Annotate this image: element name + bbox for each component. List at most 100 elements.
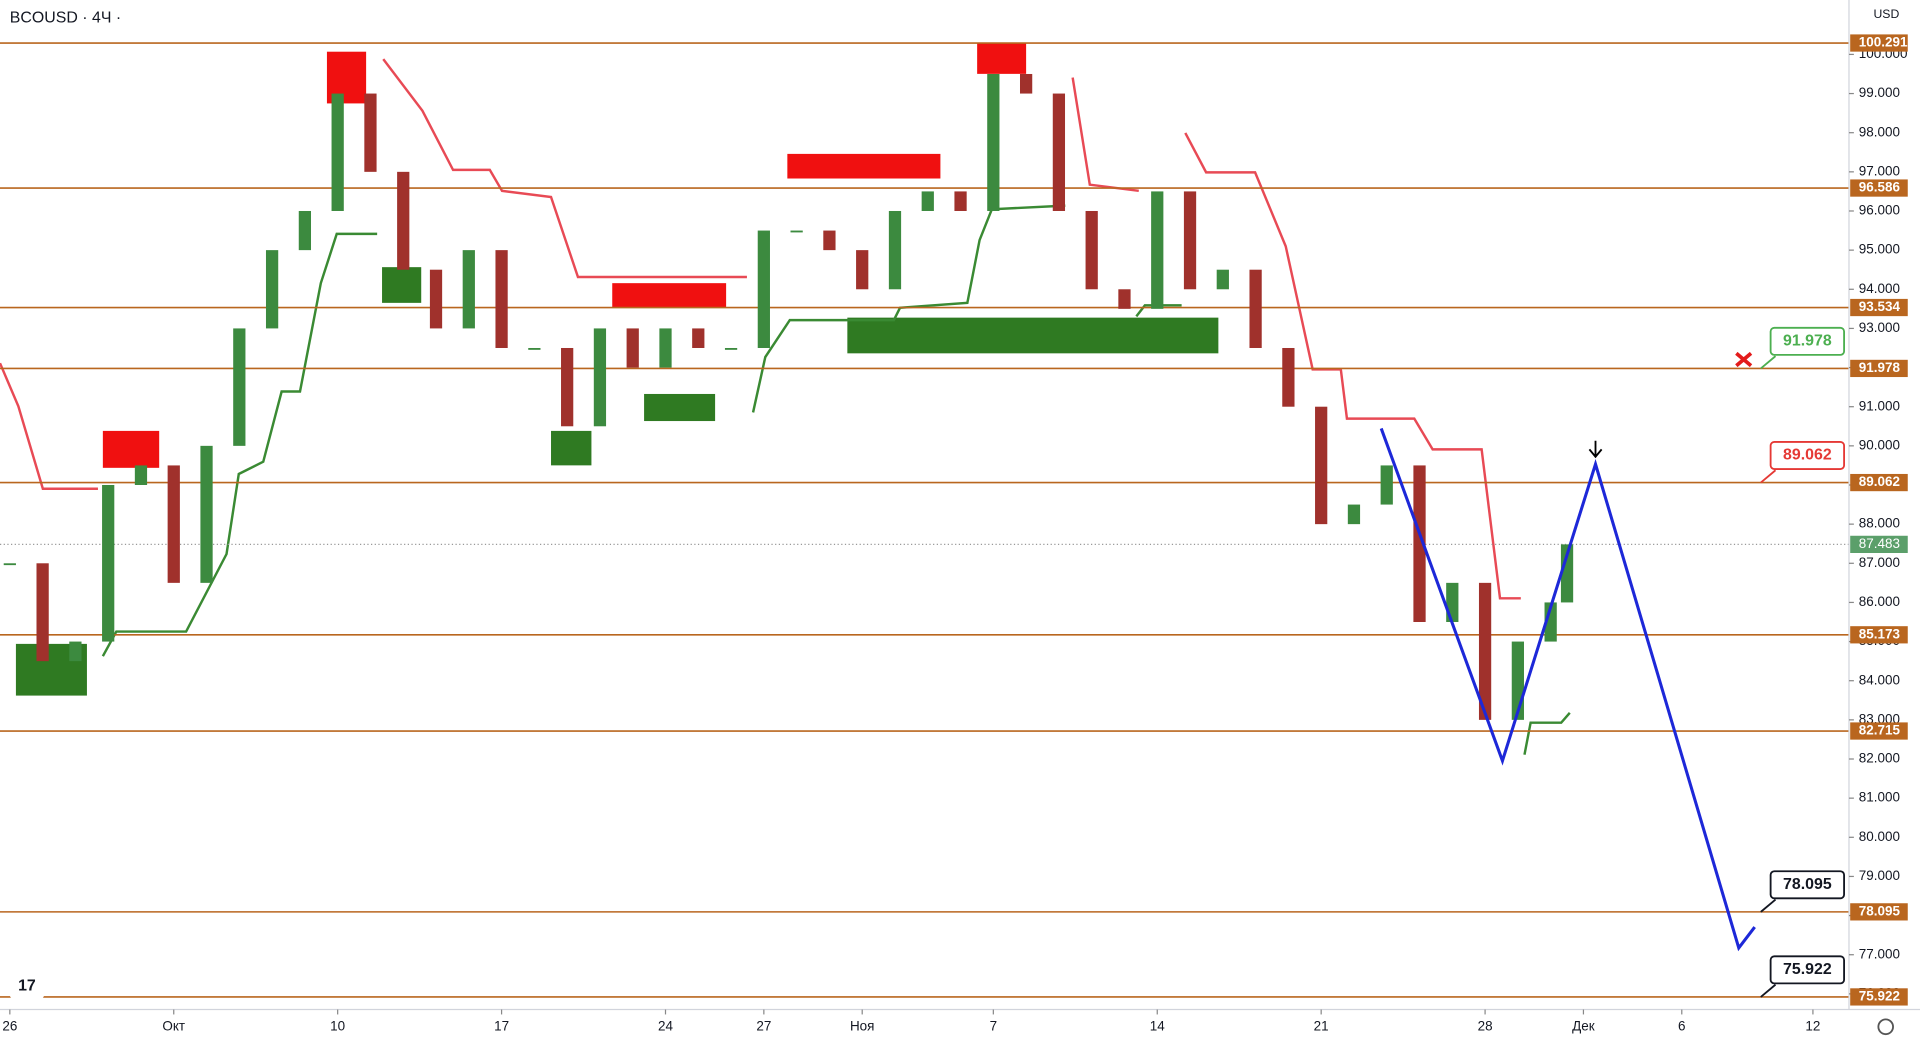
candle <box>495 250 508 348</box>
candle <box>1019 73 1033 94</box>
y-tick-label: 96.000 <box>1859 203 1900 218</box>
level-label-bg <box>1850 722 1908 740</box>
axes: 76.00077.00078.00079.00080.00081.00082.0… <box>2 34 1908 1033</box>
currency: USD <box>1873 7 1899 21</box>
candle <box>462 250 475 329</box>
level-label: 91.978 <box>1859 360 1901 375</box>
level-label-bg <box>1850 626 1908 644</box>
candle <box>1249 269 1262 348</box>
candle <box>429 269 443 329</box>
candle <box>626 328 639 368</box>
candle <box>1183 191 1197 290</box>
callout-box <box>1769 326 1846 356</box>
x-tick-label: 7 <box>990 1018 997 1033</box>
zones <box>15 43 1219 696</box>
callout-box <box>1769 441 1846 470</box>
x-tick-label: Окт <box>162 1018 185 1033</box>
callout-pointer <box>1760 898 1777 913</box>
chart-title: BCOUSD · 4Ч · <box>10 10 121 27</box>
callout-box <box>1769 870 1846 900</box>
tv-logo: 17 <box>9 972 45 1000</box>
projection-path <box>1379 427 1756 952</box>
candle <box>364 93 377 172</box>
x-tick-label: 17 <box>494 1018 509 1033</box>
x-tick-label: 24 <box>658 1018 673 1033</box>
candle <box>1380 465 1393 505</box>
y-tick-label: 97.000 <box>1859 163 1900 178</box>
y-tick-label: 81.000 <box>1859 790 1900 805</box>
y-tick-label: 86.000 <box>1859 594 1900 609</box>
y-tick-label: 80.000 <box>1859 829 1900 844</box>
y-tick-label: 87.000 <box>1859 555 1900 570</box>
candle <box>790 230 803 233</box>
y-tick-label: 94.000 <box>1859 281 1900 296</box>
level-label-bg <box>1850 298 1908 317</box>
candle <box>593 328 607 427</box>
candle <box>3 563 16 566</box>
level-label: 93.534 <box>1859 299 1901 314</box>
supertrend <box>0 58 1571 755</box>
candle <box>167 465 180 583</box>
candle <box>331 93 344 211</box>
level-label: 89.062 <box>1859 474 1900 489</box>
candle <box>233 328 246 446</box>
level-label: 82.715 <box>1859 723 1901 738</box>
level-label-bg <box>1850 34 1908 52</box>
candle <box>69 641 82 662</box>
x-tick-label: Ноя <box>850 1018 875 1033</box>
x-tick-label: 26 <box>2 1018 17 1033</box>
candle <box>1315 406 1328 525</box>
y-tick-label: 77.000 <box>1859 946 1900 961</box>
candle <box>856 250 869 290</box>
level-label-bg <box>1850 179 1908 197</box>
y-tick-label: 82.000 <box>1859 751 1900 766</box>
candle <box>692 328 705 348</box>
x-tick-label: 6 <box>1678 1018 1685 1033</box>
y-tick-label: 99.000 <box>1859 85 1900 100</box>
last-price-bg <box>1850 535 1908 553</box>
callout-pointer <box>1760 469 1777 484</box>
price-axis-bg <box>1848 0 1920 1044</box>
y-tick-label: 79.000 <box>1859 868 1900 883</box>
settings-icon[interactable] <box>1877 1018 1894 1036</box>
level-label: 78.095 <box>1859 903 1901 918</box>
level-label: 85.173 <box>1859 626 1901 641</box>
arrow-down <box>1588 440 1603 459</box>
candle <box>36 563 49 662</box>
levels <box>0 42 1849 998</box>
last-price-label: 87.483 <box>1859 536 1900 551</box>
candle <box>1052 93 1066 211</box>
x-tick-label: 21 <box>1314 1018 1329 1033</box>
candle <box>1085 210 1098 290</box>
level-label: 100.291 <box>1859 35 1908 50</box>
candle <box>1216 269 1229 290</box>
x-tick-label: 27 <box>756 1018 771 1033</box>
cross <box>1735 351 1753 368</box>
y-tick-label: 95.000 <box>1859 242 1900 257</box>
candle <box>1151 191 1164 309</box>
candle <box>954 191 967 211</box>
candle <box>102 484 115 642</box>
callout-label: 89.062 <box>1783 447 1832 464</box>
level-label-bg <box>1850 473 1908 492</box>
x-tick-label: 12 <box>1805 1018 1820 1033</box>
x-tick-label: Дек <box>1572 1018 1595 1033</box>
callout-label: 91.978 <box>1783 333 1832 350</box>
candle <box>823 230 836 251</box>
candle <box>298 210 312 251</box>
candle <box>1413 465 1426 623</box>
candle <box>757 230 770 348</box>
x-tick-label: 10 <box>330 1018 345 1033</box>
candle <box>921 191 934 211</box>
candles <box>3 73 1574 720</box>
svg-text:17: 17 <box>18 977 36 994</box>
level-label-bg <box>1850 359 1908 378</box>
level-label: 96.586 <box>1859 180 1901 195</box>
callout-pointer <box>1760 355 1777 370</box>
candle <box>397 171 410 270</box>
candle <box>1560 544 1574 603</box>
y-tick-label: 84.000 <box>1859 672 1900 687</box>
candle <box>1282 347 1295 407</box>
